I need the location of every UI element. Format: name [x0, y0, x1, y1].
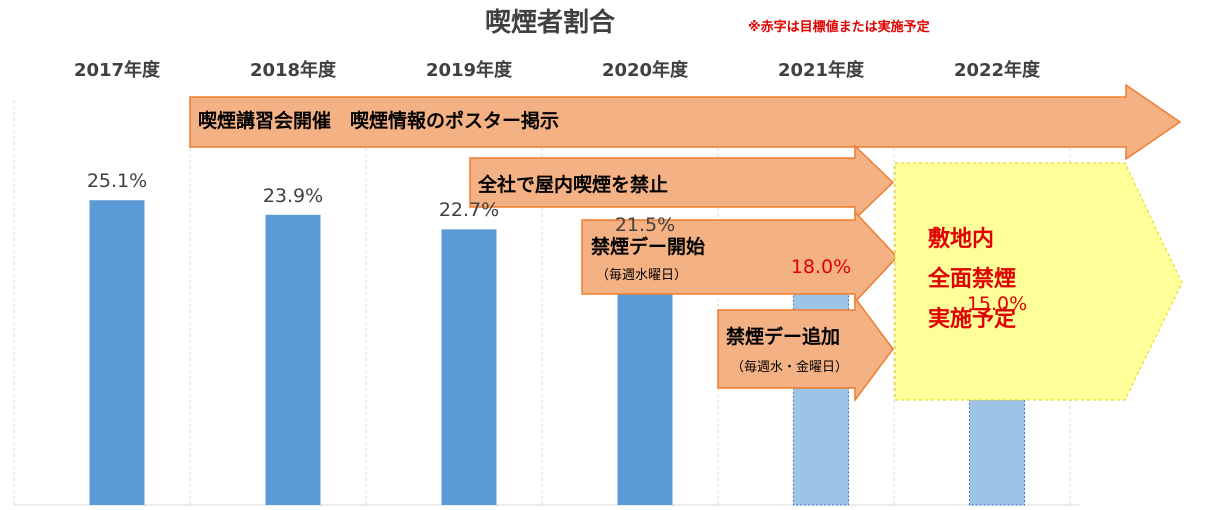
chart-title: 喫煙者割合 [484, 8, 615, 38]
year-label-6: 2022年度 [953, 60, 1041, 81]
value-label-4: 21.5% [614, 213, 676, 236]
initiative-arrow-1 [189, 83, 1182, 161]
initiative-label-1: 喫煙講習会開催 喫煙情報のポスター掲示 [198, 110, 560, 132]
initiative-label-4: 禁煙デー追加 [726, 326, 841, 348]
bar-1 [89, 200, 145, 505]
value-label-2: 23.9% [262, 184, 324, 207]
initiative-label-2: 全社で屋内喫煙を禁止 [478, 174, 669, 196]
value-label-6: 15.0% [966, 292, 1028, 315]
plan-shape [894, 162, 1183, 401]
year-label-3: 2019年度 [425, 60, 513, 81]
initiative-arrow-3 [581, 210, 899, 304]
plan-line-1: 敷地内 [928, 227, 995, 252]
initiative-sub-3: （毎週水曜日） [596, 268, 688, 283]
year-label-5: 2021年度 [777, 60, 865, 81]
value-label-1: 25.1% [86, 170, 148, 193]
bar-3 [441, 229, 497, 505]
year-label-4: 2020年度 [601, 60, 689, 81]
initiative-sub-4: （毎週水・金曜日） [731, 360, 849, 375]
initiative-label-3: 禁煙デー開始 [591, 236, 706, 258]
year-label-1: 2017年度 [73, 60, 161, 81]
value-label-5: 18.0% [790, 256, 852, 279]
year-label-2: 2018年度 [249, 60, 337, 81]
initiative-arrow-4 [717, 295, 894, 403]
target-note: ※赤字は目標値または実施予定 [748, 20, 930, 35]
site-wide-ban-plan: 敷地内 全面禁煙 実施予定 [928, 220, 1068, 340]
plan-line-3: 実施予定 [928, 307, 1017, 332]
initiative-arrow-2 [469, 144, 895, 221]
plan-line-2: 全面禁煙 [928, 267, 1017, 292]
value-label-3: 22.7% [438, 199, 500, 222]
bar-2 [265, 214, 321, 506]
